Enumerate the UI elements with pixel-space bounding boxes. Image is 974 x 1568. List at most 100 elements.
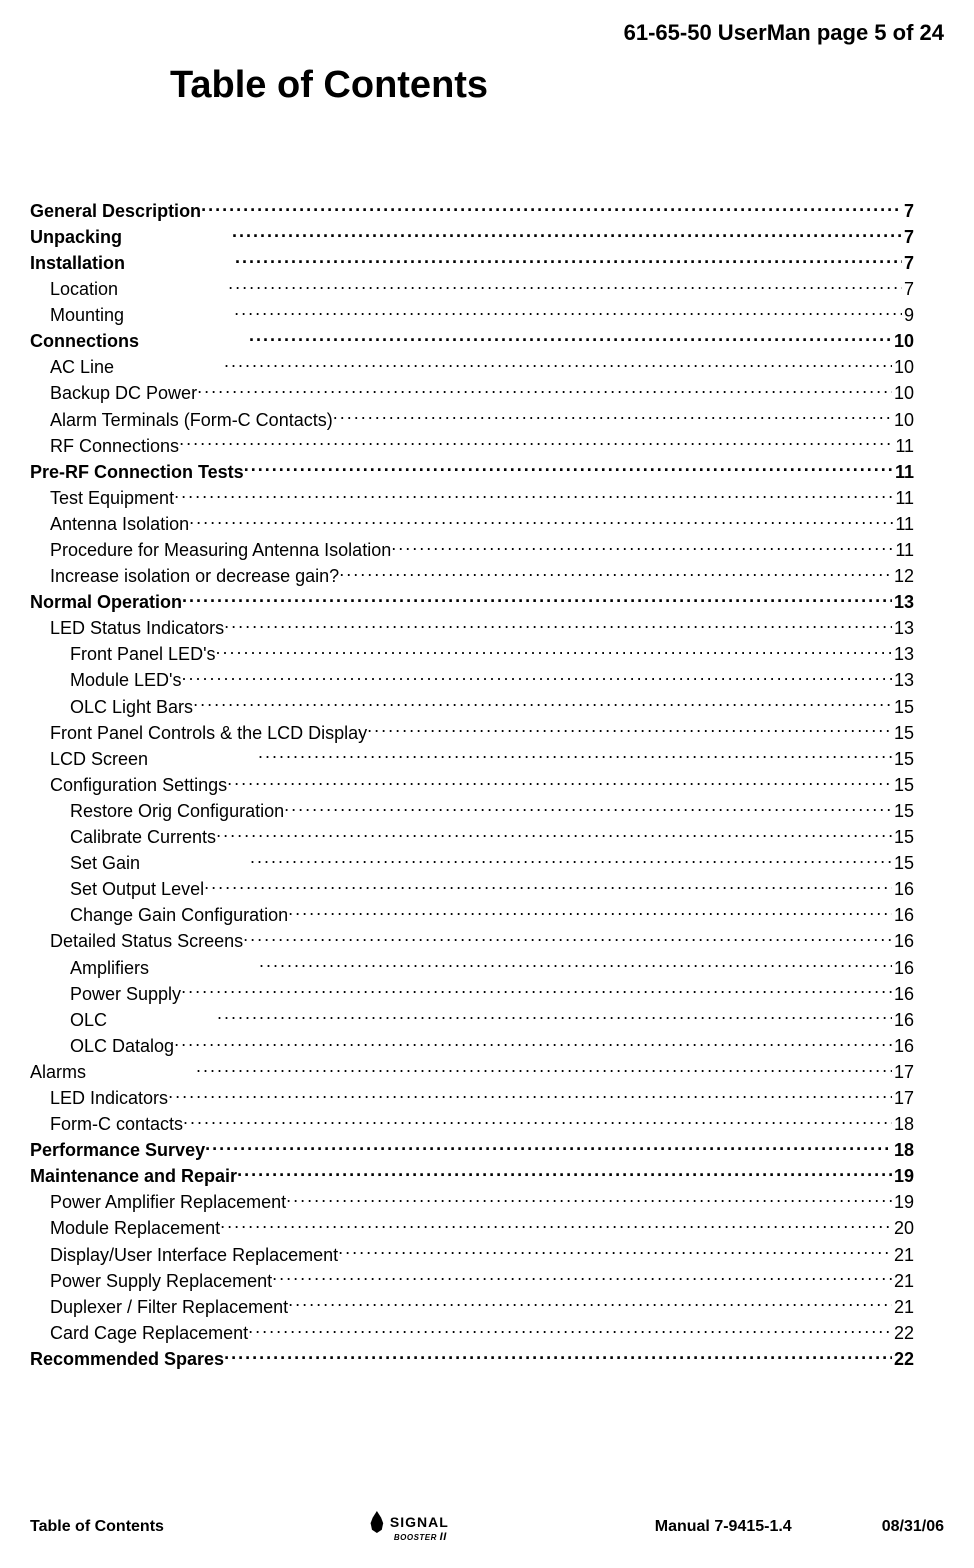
toc-entry-page: 21: [892, 1243, 914, 1267]
toc-entry: OLC Light Bars15: [30, 693, 914, 719]
toc-entry-page: 22: [892, 1347, 914, 1371]
toc-entry: Unpacking7: [30, 223, 914, 249]
toc-leader-dots: [284, 797, 892, 817]
toc-entry-label: OLC Light Bars: [70, 695, 193, 719]
toc-leader-dots: [196, 1058, 892, 1078]
toc-entry: Connections10: [30, 327, 914, 353]
toc-entry-label: Restore Orig Configuration: [70, 799, 284, 823]
toc-leader-dots: [193, 693, 892, 713]
toc-entry-page: 16: [892, 1008, 914, 1032]
toc-leader-dots: [217, 1006, 892, 1026]
toc-entry: RF Connections11: [30, 432, 914, 458]
toc-leader-dots: [227, 771, 892, 791]
toc-entry-page: 7: [902, 199, 914, 223]
toc-entry-label: Card Cage Replacement: [50, 1321, 248, 1345]
toc-entry-label: LED Indicators: [50, 1086, 168, 1110]
toc-entry-page: 15: [892, 851, 914, 875]
toc-entry-label: Antenna Isolation: [50, 512, 189, 536]
toc-entry-label: Power Supply Replacement: [50, 1269, 272, 1293]
toc-entry: Maintenance and Repair19: [30, 1162, 914, 1188]
toc-entry: Performance Survey18: [30, 1136, 914, 1162]
toc-entry: OLC Datalog16: [30, 1032, 914, 1058]
toc-leader-dots: [333, 406, 892, 426]
toc-leader-dots: [234, 301, 902, 321]
toc-entry-page: 11: [893, 486, 914, 510]
toc-entry-page: 11: [893, 460, 914, 484]
toc-entry-page: 20: [892, 1216, 914, 1240]
toc-leader-dots: [248, 1319, 892, 1339]
toc-entry-page: 13: [892, 590, 914, 614]
toc-entry: Recommended Spares 22: [30, 1345, 914, 1371]
toc-entry-page: 10: [892, 329, 914, 353]
flame-icon: [370, 1511, 384, 1533]
toc-entry: Restore Orig Configuration15: [30, 797, 914, 823]
toc-entry-page: 11: [893, 538, 914, 562]
toc-entry-label: Module Replacement: [50, 1216, 220, 1240]
footer-date: 08/31/06: [882, 1518, 944, 1536]
toc-entry-label: Pre-RF Connection Tests: [30, 460, 244, 484]
toc-leader-dots: [288, 1293, 892, 1313]
toc-entry-label: Backup DC Power: [50, 381, 197, 405]
toc-entry-page: 19: [892, 1190, 914, 1214]
toc-entry-page: 15: [892, 721, 914, 745]
toc-entry-page: 16: [892, 903, 914, 927]
toc-entry-label: Maintenance and Repair: [30, 1164, 237, 1188]
toc-leader-dots: [220, 1215, 892, 1235]
toc-entry-page: 9: [902, 303, 914, 327]
toc-entry-label: Change Gain Configuration: [70, 903, 288, 927]
toc-entry: LED Indicators 17: [30, 1084, 914, 1110]
toc-entry-label: Detailed Status Screens: [50, 929, 243, 953]
toc-leader-dots: [205, 1136, 892, 1156]
toc-leader-dots: [197, 380, 892, 400]
toc-leader-dots: [182, 588, 892, 608]
toc-leader-dots: [232, 223, 902, 243]
toc-entry: Mounting9: [30, 301, 914, 327]
toc-entry-label: Alarm Terminals (Form-C Contacts): [50, 408, 333, 432]
toc-entry: Module Replacement 20: [30, 1215, 914, 1241]
toc-entry-page: 7: [902, 225, 914, 249]
toc-entry-label: Form-C contacts: [50, 1112, 183, 1136]
toc-entry-page: 10: [892, 355, 914, 379]
toc-entry-label: RF Connections: [50, 434, 179, 458]
toc-entry-page: 16: [892, 982, 914, 1006]
logo-text-bottom: BOOSTER: [394, 1533, 437, 1542]
toc-entry: General Description 7: [30, 197, 914, 223]
toc-entry-label: Alarms: [30, 1060, 86, 1084]
toc-entry-label: Recommended Spares: [30, 1347, 224, 1371]
toc-entry: OLC16: [30, 1006, 914, 1032]
logo-suffix: II: [440, 1531, 447, 1543]
toc-leader-dots: [259, 954, 892, 974]
toc-entry: Pre-RF Connection Tests 11: [30, 458, 914, 484]
toc-leader-dots: [182, 667, 892, 687]
toc-entry-page: 16: [892, 929, 914, 953]
toc-leader-dots: [391, 536, 893, 556]
toc-leader-dots: [286, 1189, 892, 1209]
toc-entry-label: Amplifiers: [70, 956, 149, 980]
toc-entry-label: Duplexer / Filter Replacement: [50, 1295, 288, 1319]
toc-entry-page: 22: [892, 1321, 914, 1345]
toc-entry: Power Amplifier Replacement19: [30, 1189, 914, 1215]
page-title: Table of Contents: [170, 64, 944, 107]
toc-entry-page: 21: [892, 1295, 914, 1319]
toc-leader-dots: [179, 432, 893, 452]
toc-entry-label: General Description: [30, 199, 201, 223]
toc-entry: Display/User Interface Replacement 21: [30, 1241, 914, 1267]
toc-entry-page: 13: [892, 642, 914, 666]
footer-section-label: Table of Contents: [30, 1518, 164, 1536]
toc-entry: AC Line 10: [30, 354, 914, 380]
toc-entry-page: 10: [892, 408, 914, 432]
toc-entry-page: 16: [892, 956, 914, 980]
toc-leader-dots: [201, 197, 902, 217]
toc-entry: Backup DC Power10: [30, 380, 914, 406]
toc-entry: Procedure for Measuring Antenna Isolatio…: [30, 536, 914, 562]
toc-entry-label: AC Line: [50, 355, 114, 379]
toc-entry-page: 7: [902, 277, 914, 301]
toc-entry-label: Set Gain: [70, 851, 140, 875]
toc-entry-page: 13: [892, 616, 914, 640]
toc-entry-label: Display/User Interface Replacement: [50, 1243, 338, 1267]
toc-entry-page: 16: [892, 877, 914, 901]
toc-entry-page: 17: [892, 1086, 914, 1110]
toc-leader-dots: [189, 510, 893, 530]
toc-entry-label: LED Status Indicators: [50, 616, 224, 640]
toc-leader-dots: [338, 1241, 892, 1261]
